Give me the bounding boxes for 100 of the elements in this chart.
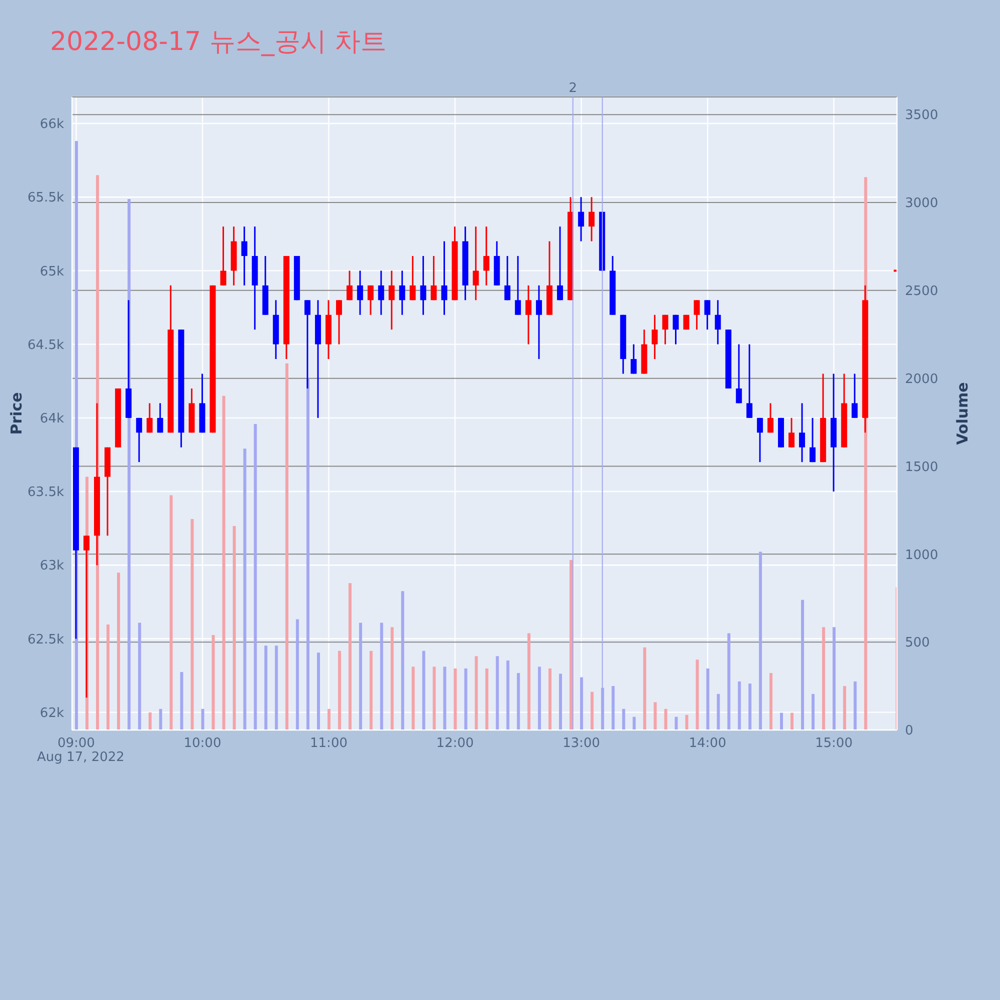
- bar: [748, 684, 752, 730]
- bar: [654, 702, 657, 730]
- bar: [506, 660, 510, 730]
- bar: [232, 526, 236, 730]
- candlestick: [146, 402, 153, 434]
- bar: [212, 635, 215, 730]
- y-tick-label: 66k: [40, 117, 64, 132]
- candlestick: [746, 344, 752, 419]
- candlestick: [767, 402, 774, 434]
- candlestick: [472, 226, 479, 301]
- y-tick-label: 64k: [40, 412, 64, 427]
- ref-line-label: 2: [568, 81, 578, 96]
- candlestick: [441, 240, 448, 316]
- candlestick: [630, 344, 637, 375]
- candlestick: [714, 299, 721, 346]
- y2-tick-label: 3500: [905, 108, 938, 124]
- candlestick: [694, 299, 700, 330]
- bar: [590, 692, 594, 730]
- bar: [243, 448, 246, 730]
- bar: [370, 650, 373, 730]
- bar: [812, 694, 815, 730]
- candlestick: [504, 255, 510, 301]
- bar: [580, 677, 584, 730]
- bar: [769, 673, 772, 730]
- bar: [832, 627, 836, 730]
- bar: [696, 660, 699, 730]
- y2-tick-label: 2500: [905, 284, 938, 300]
- bar: [790, 712, 794, 730]
- candlestick: [588, 196, 595, 242]
- text: Aug 17, 2022: [37, 750, 124, 765]
- bar: [559, 674, 562, 730]
- y2-tick-label: 2000: [905, 372, 938, 387]
- candlestick: [704, 299, 710, 330]
- bar: [264, 646, 268, 730]
- bar: [464, 668, 468, 730]
- candlestick: [788, 417, 795, 448]
- candlestick: [241, 226, 248, 286]
- bar: [632, 716, 636, 730]
- y-tick-label: 64.5k: [28, 338, 64, 353]
- candlestick: [536, 284, 542, 360]
- y2-axis-title: Volume: [953, 382, 972, 445]
- candlestick: [388, 270, 395, 330]
- candlestick: [346, 270, 353, 301]
- bar: [612, 686, 615, 730]
- bar: [622, 708, 626, 730]
- bar: [338, 650, 342, 730]
- bar: [159, 708, 162, 730]
- bar: [516, 673, 520, 730]
- bar: [854, 681, 857, 730]
- bar: [254, 424, 257, 730]
- bar: [801, 600, 804, 730]
- candlestick: [810, 417, 816, 463]
- bar: [443, 666, 446, 730]
- bar: [538, 666, 541, 730]
- candlestick: [756, 417, 763, 463]
- bar: [643, 647, 646, 730]
- bar: [570, 560, 573, 730]
- bar: [485, 668, 488, 730]
- candlestick: [420, 255, 426, 316]
- candlestick: [399, 270, 406, 316]
- candlestick: [410, 255, 416, 301]
- candlestick: [483, 226, 490, 286]
- bar: [222, 396, 226, 730]
- candlestick: [525, 284, 532, 346]
- x-tick-label: 09:00: [57, 736, 95, 752]
- candlestick: [336, 299, 342, 346]
- y-tick-label: 65.5k: [28, 190, 64, 206]
- candlestick: [220, 226, 226, 286]
- bar: [138, 622, 142, 730]
- bar: [780, 712, 783, 730]
- x-tick-label: 15:00: [815, 736, 853, 752]
- bar: [401, 591, 404, 730]
- x-tick-label: 13:00: [562, 736, 600, 752]
- bar: [727, 633, 730, 730]
- bar: [117, 572, 120, 730]
- candlestick: [304, 299, 310, 390]
- bar: [412, 666, 415, 730]
- chart-title: 2022-08-17 뉴스_공시 차트: [50, 26, 387, 59]
- bar: [190, 519, 194, 730]
- bar: [432, 666, 436, 730]
- bar: [380, 622, 384, 730]
- candlestick: [430, 255, 437, 301]
- bar: [706, 668, 710, 730]
- candlestick: [852, 373, 858, 419]
- bar: [822, 627, 826, 730]
- y-axis-title: Price: [7, 392, 26, 435]
- bar: [738, 681, 741, 730]
- y-tick-label: 62k: [40, 706, 64, 721]
- bar: [674, 716, 678, 730]
- bar: [496, 656, 499, 730]
- bar: [716, 694, 720, 730]
- y-tick-label: 65k: [40, 264, 64, 280]
- candlestick: [736, 344, 742, 404]
- bar: [170, 495, 173, 730]
- candlestick: [157, 402, 164, 434]
- x-tick-label: 10:00: [184, 736, 222, 752]
- y2-tick-label: 0: [905, 724, 914, 739]
- bar: [106, 624, 110, 730]
- y2-tick-label: 1000: [905, 548, 938, 563]
- bar: [390, 627, 394, 730]
